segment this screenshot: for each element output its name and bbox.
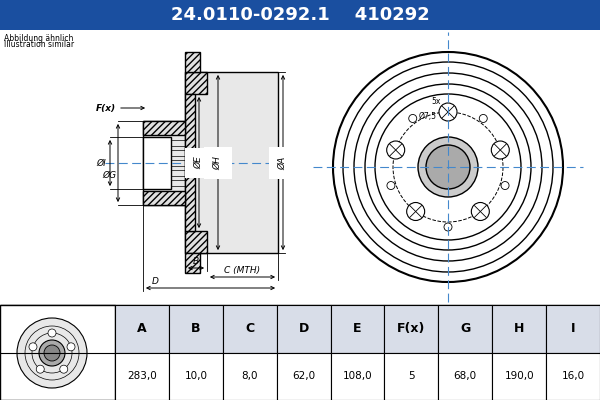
Bar <box>492 305 546 352</box>
Circle shape <box>426 145 470 189</box>
Text: Abbildung ähnlich: Abbildung ähnlich <box>4 34 73 43</box>
Text: 5x: 5x <box>431 97 440 106</box>
Circle shape <box>479 114 487 122</box>
Text: B: B <box>193 256 199 266</box>
Text: 62,0: 62,0 <box>292 371 315 381</box>
Bar <box>169 305 223 352</box>
Bar <box>439 305 492 352</box>
Bar <box>331 305 385 352</box>
Text: 190,0: 190,0 <box>505 371 534 381</box>
Circle shape <box>333 52 563 282</box>
Text: 283,0: 283,0 <box>127 371 157 381</box>
Text: A: A <box>137 322 147 335</box>
Text: Illustration similar: Illustration similar <box>4 40 74 49</box>
Text: 68,0: 68,0 <box>454 371 477 381</box>
Bar <box>0 305 600 400</box>
Text: 5: 5 <box>408 371 415 381</box>
Text: H: H <box>514 322 524 335</box>
Bar <box>143 121 185 135</box>
Circle shape <box>418 137 478 197</box>
Circle shape <box>439 103 457 121</box>
Circle shape <box>472 202 490 220</box>
Circle shape <box>409 114 417 122</box>
Text: ØH: ØH <box>214 156 223 170</box>
Bar <box>0 305 115 400</box>
Circle shape <box>67 343 75 351</box>
Text: B: B <box>191 322 200 335</box>
Text: C (MTH): C (MTH) <box>224 266 260 274</box>
Bar <box>439 352 492 400</box>
Circle shape <box>29 343 37 351</box>
Bar <box>169 352 223 400</box>
Circle shape <box>407 202 425 220</box>
Text: C: C <box>245 322 254 335</box>
Circle shape <box>60 365 68 373</box>
Text: 10,0: 10,0 <box>184 371 208 381</box>
Bar <box>546 352 600 400</box>
Bar <box>185 52 200 72</box>
Text: 8,0: 8,0 <box>241 371 258 381</box>
Circle shape <box>17 318 87 388</box>
Circle shape <box>444 223 452 231</box>
Text: 16,0: 16,0 <box>562 371 584 381</box>
Text: ØA: ØA <box>278 156 287 170</box>
Text: I: I <box>571 322 575 335</box>
Bar <box>185 72 207 94</box>
Text: F(x): F(x) <box>96 104 116 112</box>
Circle shape <box>44 345 60 361</box>
Text: ØI: ØI <box>96 158 106 168</box>
Circle shape <box>48 329 56 337</box>
Bar <box>143 191 185 205</box>
Circle shape <box>36 365 44 373</box>
Circle shape <box>387 182 395 190</box>
Bar <box>385 352 439 400</box>
Bar <box>115 352 169 400</box>
Bar <box>277 305 331 352</box>
Bar <box>277 352 331 400</box>
Bar <box>185 231 207 253</box>
Text: D: D <box>298 322 309 335</box>
Circle shape <box>491 141 509 159</box>
Text: 24.0110-0292.1    410292: 24.0110-0292.1 410292 <box>170 6 430 24</box>
Bar <box>115 305 169 352</box>
Text: ØG: ØG <box>102 170 116 180</box>
Bar <box>185 94 195 231</box>
Bar <box>185 72 278 253</box>
Text: Ø7,5: Ø7,5 <box>419 112 437 122</box>
Circle shape <box>386 141 404 159</box>
Bar <box>143 121 185 205</box>
Bar <box>223 305 277 352</box>
Text: ØE: ØE <box>194 156 203 170</box>
Bar <box>143 137 171 189</box>
Bar <box>223 352 277 400</box>
Text: F(x): F(x) <box>397 322 425 335</box>
Bar <box>331 352 385 400</box>
Circle shape <box>501 182 509 190</box>
Bar <box>0 0 600 30</box>
Bar <box>185 253 200 273</box>
Text: G: G <box>460 322 470 335</box>
Circle shape <box>39 340 65 366</box>
Bar <box>546 305 600 352</box>
Text: E: E <box>353 322 362 335</box>
Text: 108,0: 108,0 <box>343 371 373 381</box>
Bar <box>385 305 439 352</box>
Text: D: D <box>152 276 158 286</box>
Bar <box>492 352 546 400</box>
